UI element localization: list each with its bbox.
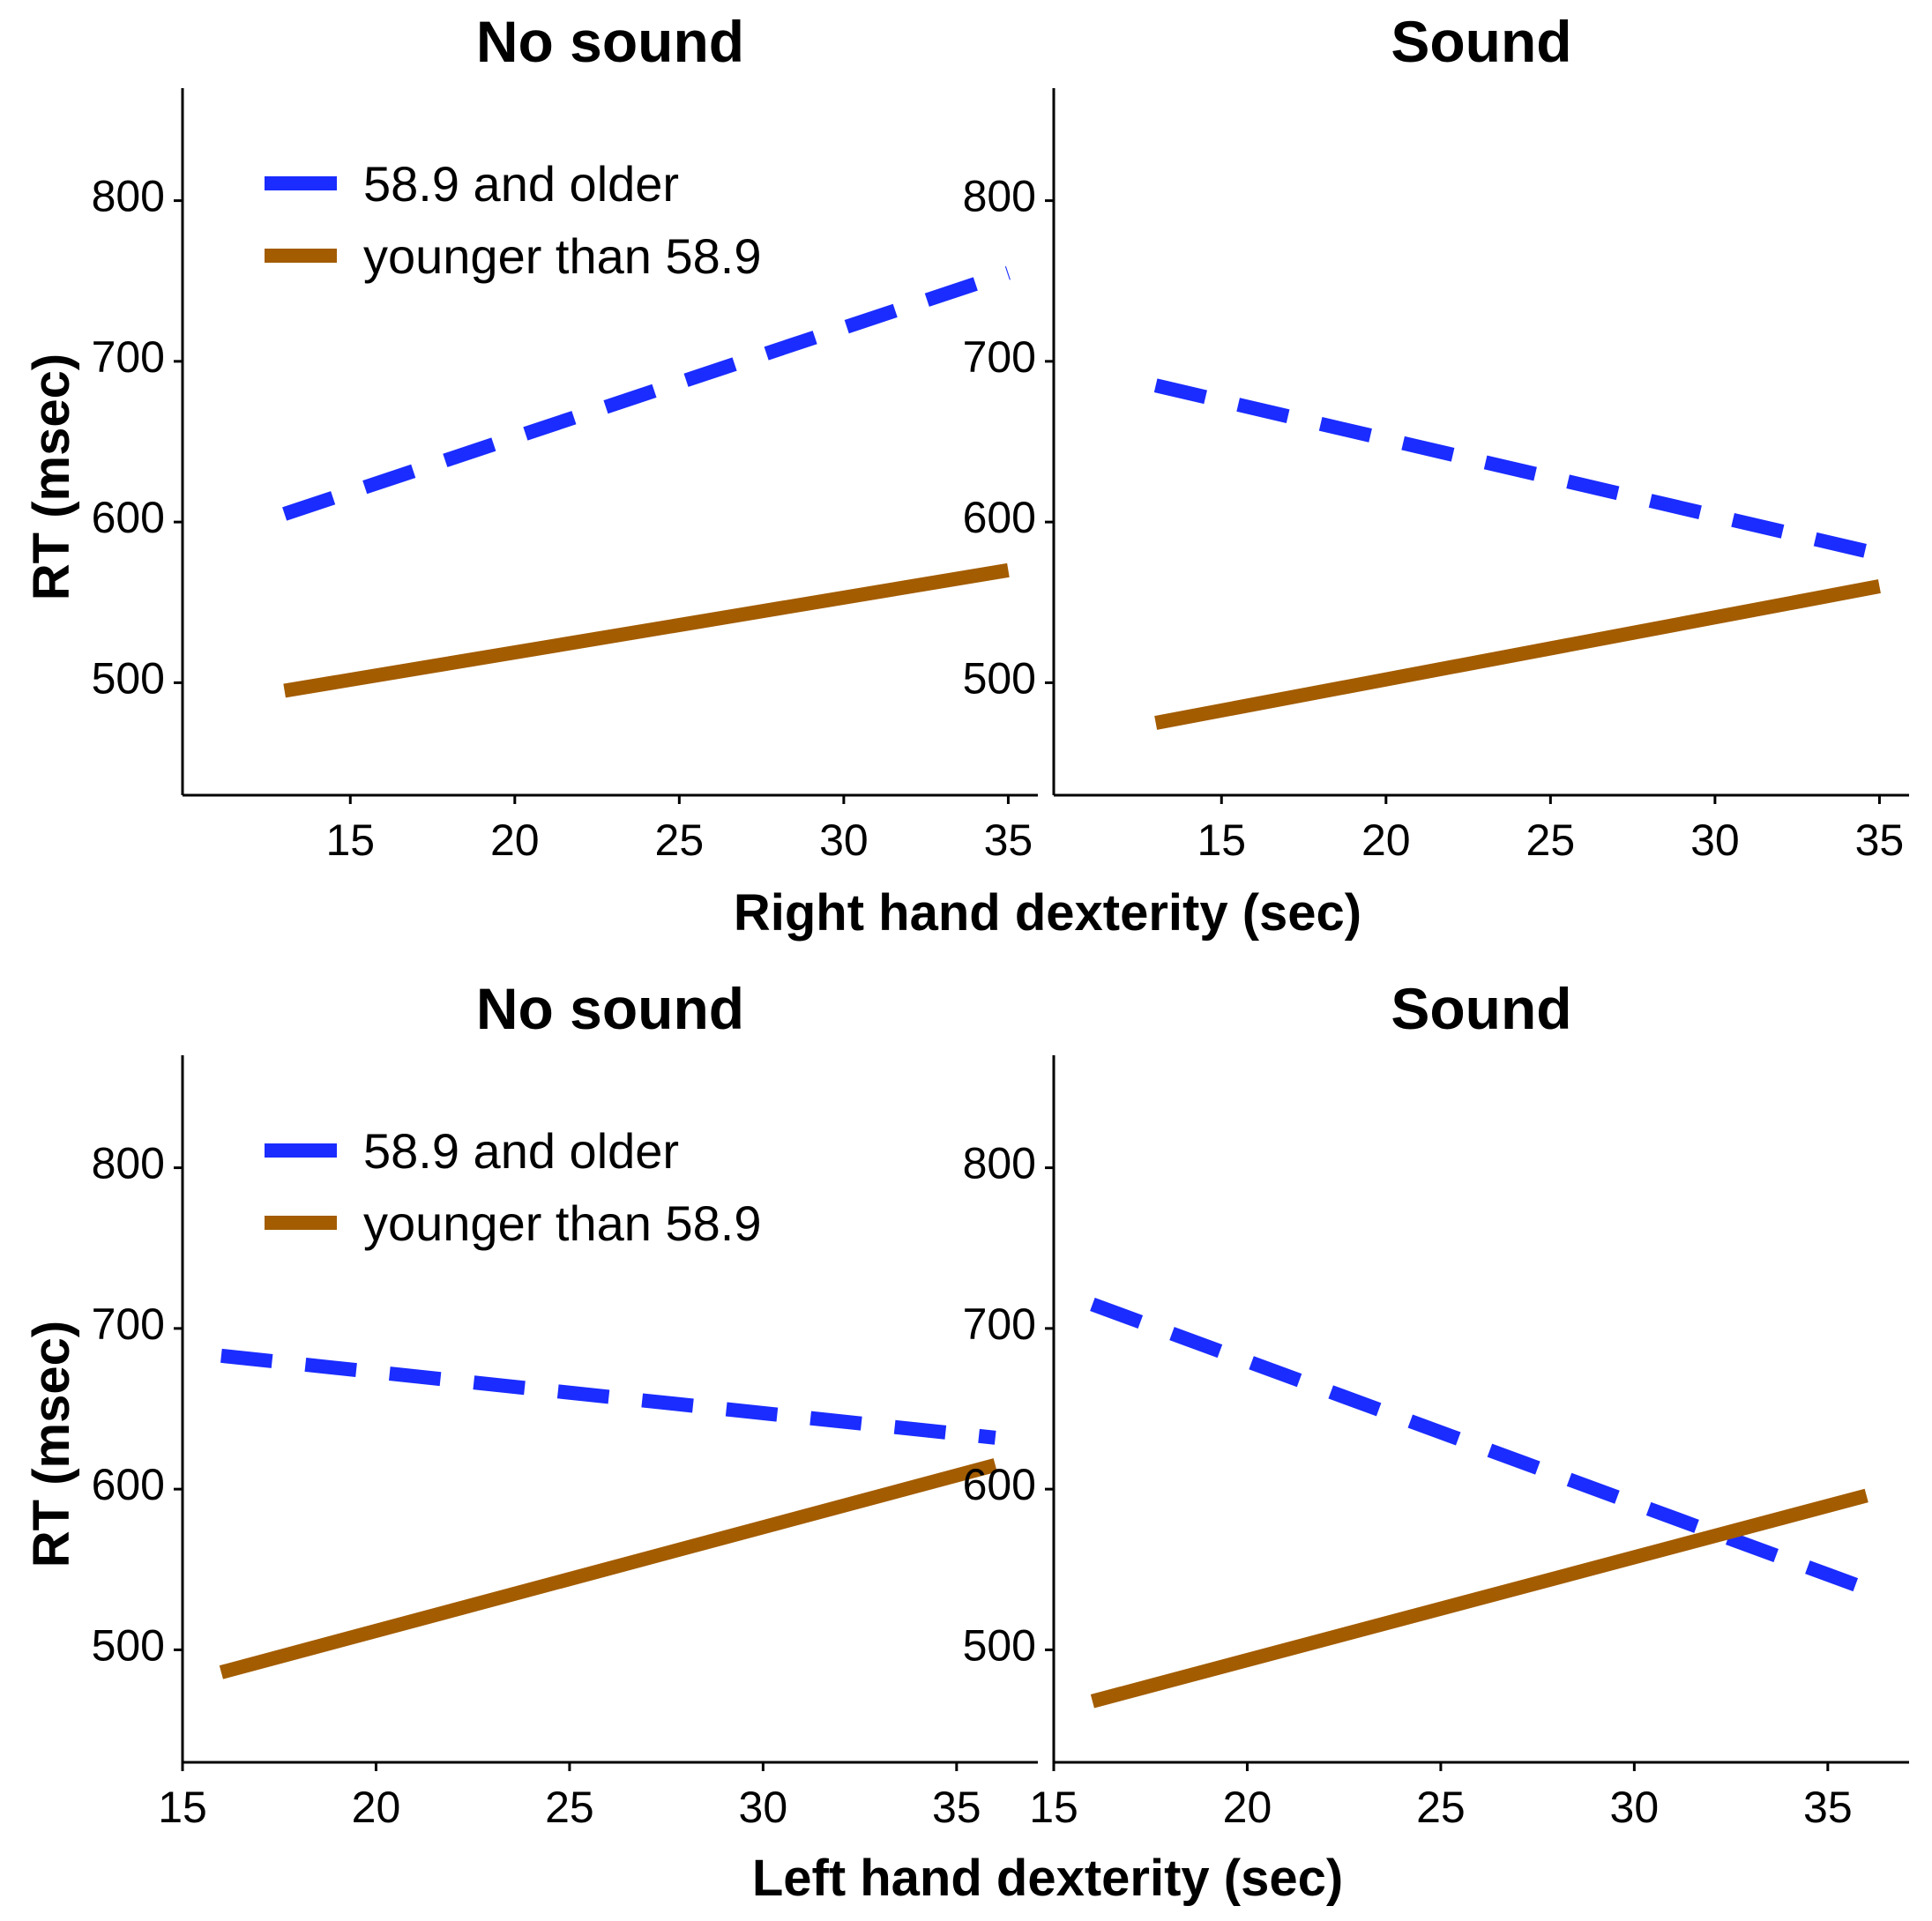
series-line-younger [283, 562, 1010, 698]
y-tick-label: 700 [963, 1299, 1036, 1349]
x-axis-label-right-hand: Right hand dexterity (sec) [734, 884, 1361, 942]
y-tick-label: 700 [963, 332, 1036, 382]
x-tick-label: 35 [1803, 1783, 1853, 1832]
x-tick-label: 15 [158, 1783, 207, 1832]
panel-1: No sound 15 20 25 30 35 500 600 700 800 RT (msec) 5… [23, 9, 1038, 865]
legend-label: 58.9 and older [363, 156, 679, 212]
panel-title: No sound [476, 976, 744, 1041]
x-tick-label: 15 [1197, 815, 1246, 865]
series-line-older [220, 1348, 996, 1445]
series-line-older [1153, 378, 1882, 562]
panel-3: No sound 15 20 25 30 35 500 600 700 800 RT (msec) 5… [23, 976, 1038, 1832]
x-tick-label: 20 [1223, 1783, 1272, 1832]
y-tick-label: 800 [92, 1139, 165, 1188]
x-tick-label: 20 [1361, 815, 1411, 865]
y-tick-label: 600 [92, 493, 165, 542]
x-tick-label: 15 [1029, 1783, 1078, 1832]
x-tick-label: 30 [1610, 1783, 1660, 1832]
legend-label: younger than 58.9 [363, 228, 761, 284]
series-line-younger [219, 1458, 997, 1679]
panel-4: Sound 15 20 25 30 35 500 600 700 800 [963, 976, 1909, 1832]
panel-title: No sound [476, 9, 744, 74]
y-axis-label: RT (msec) [23, 354, 80, 600]
x-tick-label: 20 [490, 815, 540, 865]
x-tick-label: 30 [1690, 815, 1740, 865]
y-tick-label: 500 [92, 653, 165, 703]
y-tick-label: 500 [92, 1620, 165, 1670]
x-tick-label: 15 [325, 815, 375, 865]
y-tick-label: 800 [92, 172, 165, 221]
y-axis-label: RT (msec) [23, 1321, 80, 1567]
y-tick-label: 800 [963, 172, 1036, 221]
x-tick-label: 25 [545, 1783, 594, 1832]
y-tick-label: 500 [963, 653, 1036, 703]
legend-label: younger than 58.9 [363, 1195, 761, 1251]
y-tick-label: 600 [963, 1460, 1036, 1509]
series-line-younger [1154, 579, 1881, 730]
x-tick-label: 35 [932, 1783, 981, 1832]
y-tick-label: 600 [963, 493, 1036, 542]
y-tick-label: 700 [92, 332, 165, 382]
y-tick-label: 700 [92, 1299, 165, 1349]
x-tick-label: 30 [819, 815, 869, 865]
panel-title: Sound [1391, 976, 1571, 1041]
x-tick-label: 35 [984, 815, 1033, 865]
x-tick-label: 35 [1855, 815, 1905, 865]
series-line-younger [1090, 1488, 1869, 1709]
x-axis-label-left-hand: Left hand dexterity (sec) [752, 1850, 1343, 1907]
panel-title: Sound [1391, 9, 1571, 74]
x-tick-label: 25 [1416, 1783, 1466, 1832]
panel-2: Sound 15 20 25 30 35 500 600 700 800 [963, 9, 1909, 865]
legend-label: 58.9 and older [363, 1123, 679, 1179]
x-tick-label: 25 [655, 815, 705, 865]
x-tick-label: 25 [1526, 815, 1576, 865]
series-line-older [1090, 1298, 1869, 1596]
x-tick-label: 20 [352, 1783, 401, 1832]
x-tick-label: 30 [739, 1783, 788, 1832]
series-line-older [282, 266, 1011, 521]
y-tick-label: 500 [963, 1620, 1036, 1670]
y-tick-label: 600 [92, 1460, 165, 1509]
y-tick-label: 800 [963, 1139, 1036, 1188]
